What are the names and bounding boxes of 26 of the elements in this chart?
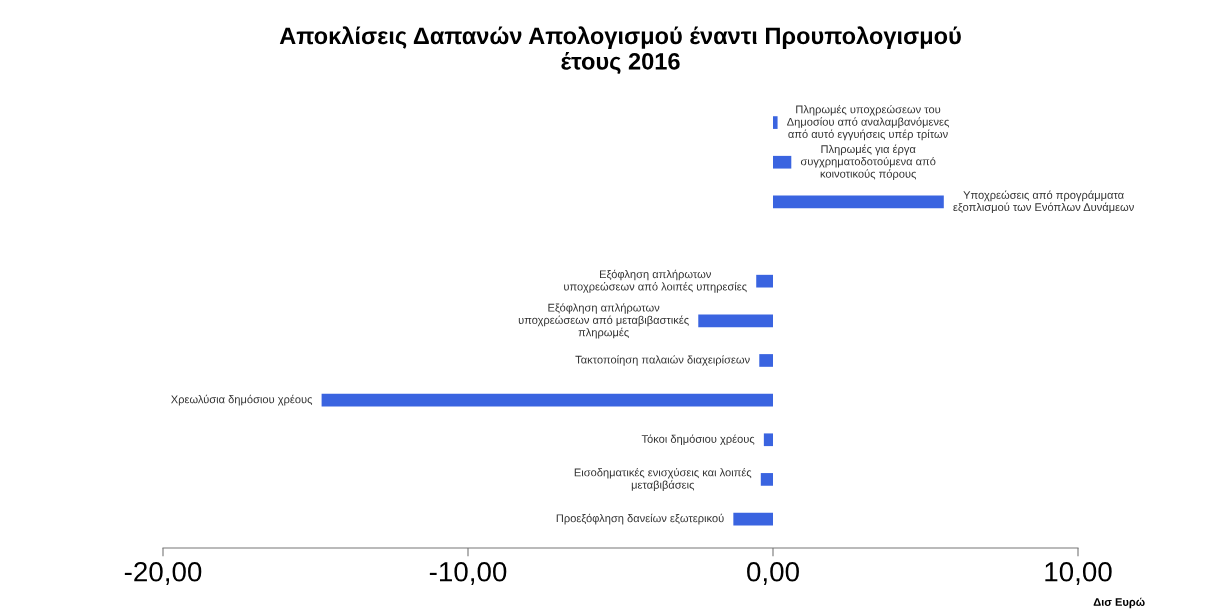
y-tick-label: Εξόφληση απλήρωτων υποχρεώσεων από μεταβιβαστικές πληρωμές bbox=[518, 303, 689, 339]
y-tick-label: Τακτοποίηση παλαιών διαχειρίσεων bbox=[575, 355, 750, 366]
x-tick-label: -10,00 bbox=[429, 561, 507, 585]
x-tick-label: 10,00 bbox=[1045, 561, 1112, 585]
bar bbox=[773, 116, 778, 129]
bar bbox=[759, 354, 773, 367]
y-tick-label: Εισοδηματικές ενισχύσεις και λοιπές μεταβιβάσεις bbox=[574, 467, 752, 491]
y-tick-label: Πληρωμές υποχρεώσεων του Δημοσίου από αναλαμβανόμενες από αυτό εγγυήσεις υπέρ τρίτων bbox=[787, 104, 949, 141]
bar bbox=[321, 393, 773, 407]
bar bbox=[756, 274, 773, 288]
y-tick-label: Εξόφληση απλήρωτων υποχρεώσεων από λοιπές υπηρεσίες bbox=[564, 269, 747, 293]
bar bbox=[760, 473, 773, 486]
bar bbox=[763, 433, 773, 447]
y-tick-label: Χρεωλύσια δημόσιου χρέους bbox=[171, 394, 313, 406]
bar bbox=[733, 512, 773, 526]
y-tick-label: Πληρωμές για έργα συγχρηματοδοτούμενα από κοινοτικούς πόρους bbox=[800, 144, 936, 180]
y-tick-label: Τόκοι δημόσιου χρέους bbox=[641, 434, 755, 446]
x-tick-label: 0,00 bbox=[747, 561, 799, 585]
bar bbox=[773, 155, 792, 169]
y-tick-label: Προεξόφληση δανείων εξωτερικού bbox=[556, 513, 724, 525]
bar bbox=[773, 195, 944, 209]
bar bbox=[698, 314, 773, 328]
y-tick-label: Υποχρεώσεις από προγράμματα εξοπλισμού των Ενόπλων Δυνάμεων bbox=[953, 190, 1134, 214]
x-tick-label: -20,00 bbox=[124, 561, 202, 585]
chart-title: Αποκλίσεις Δαπανών Απολογισμού έναντι Προυπολογισμού έτους 2016 bbox=[279, 26, 961, 75]
x-axis-title: Δισ Ευρώ bbox=[1093, 597, 1145, 609]
